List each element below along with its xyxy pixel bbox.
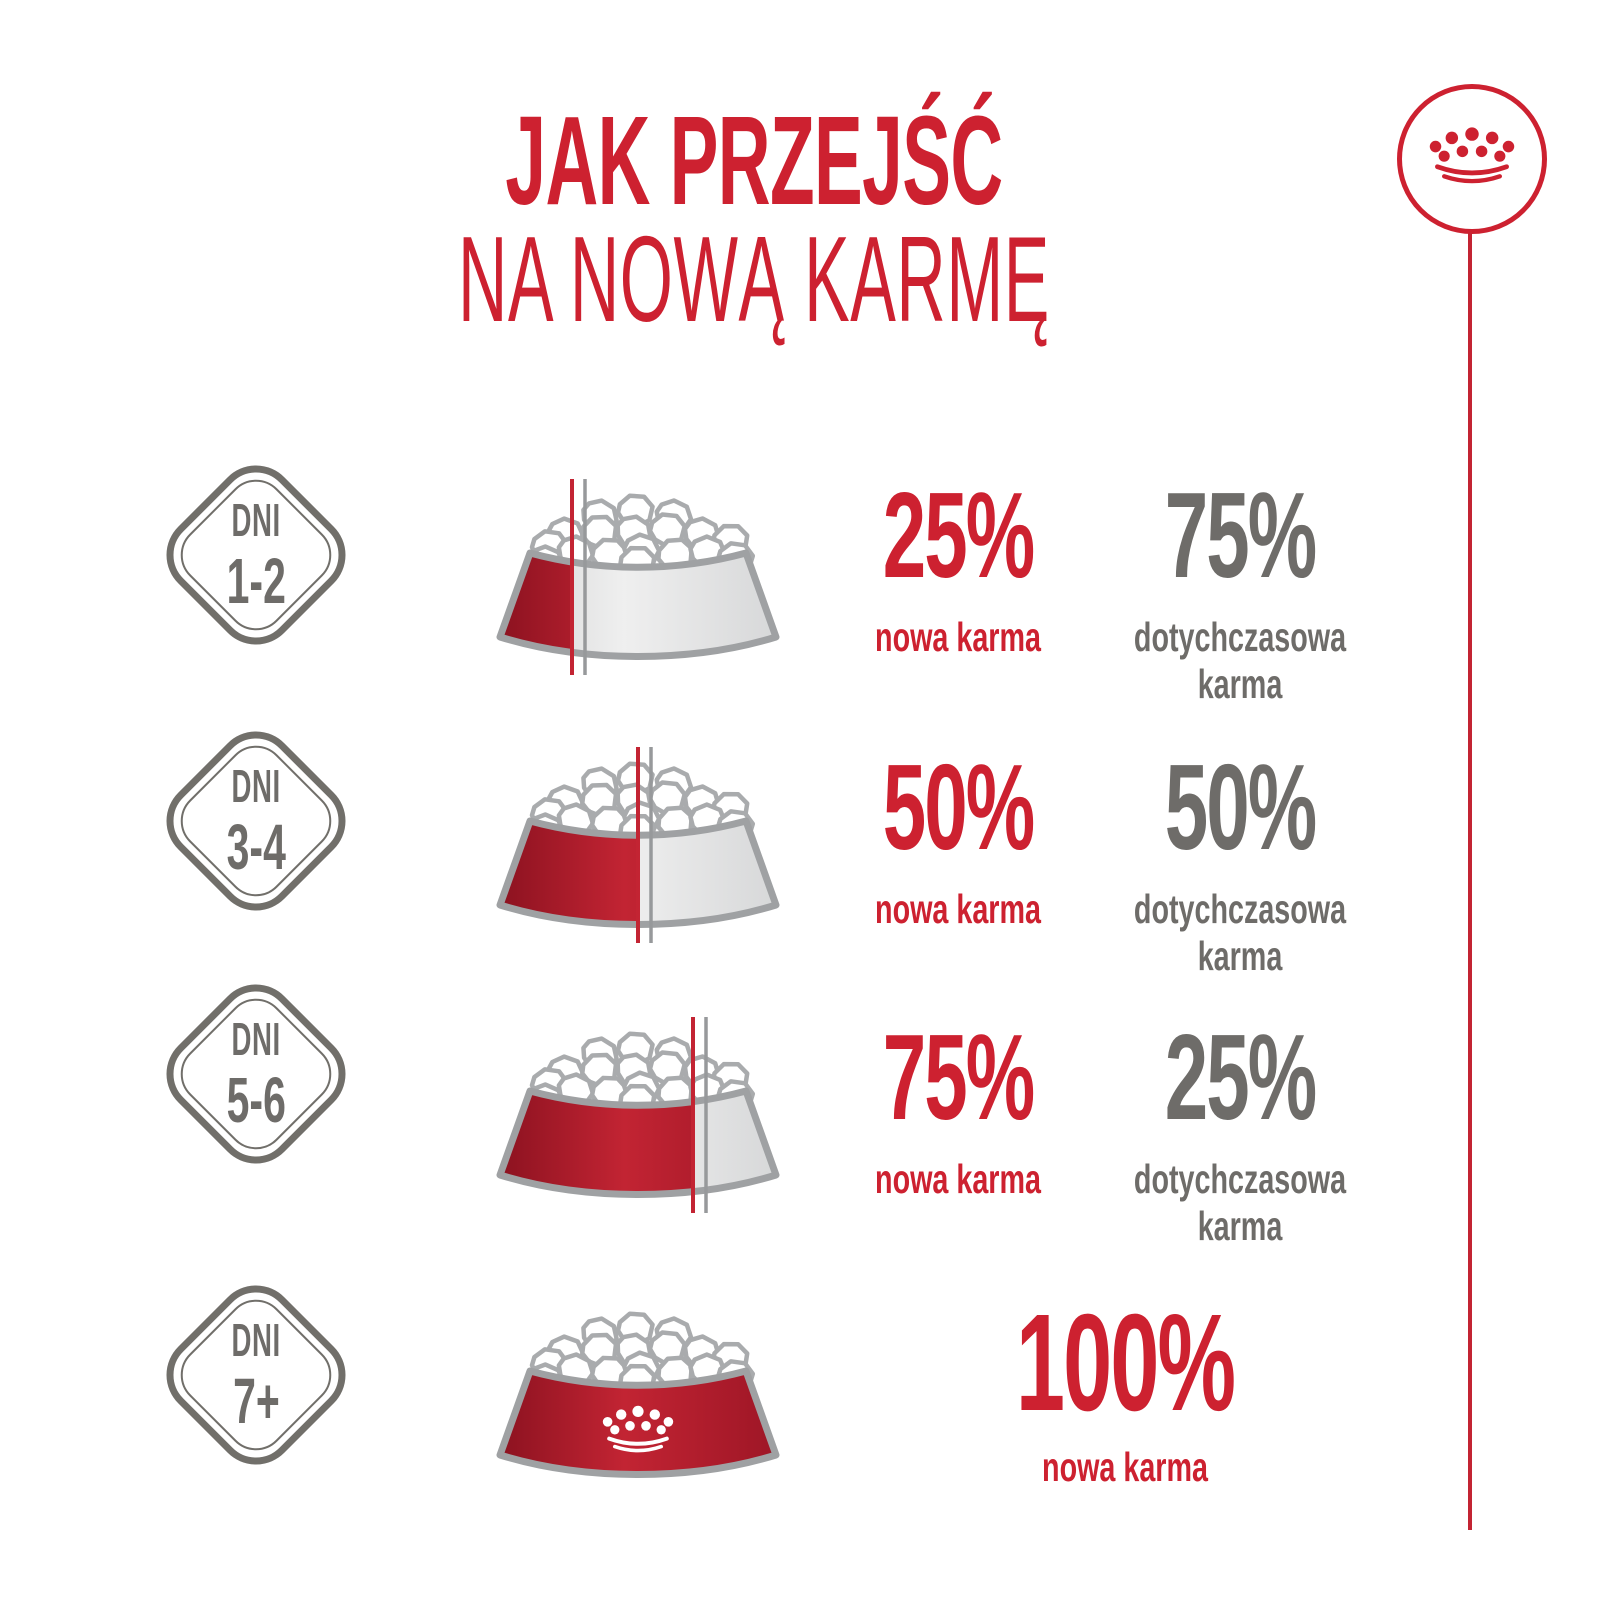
bowl-icon-50-percent [488,747,788,943]
bowl-icon-25-percent [488,479,788,675]
old-food-block: 50% dotychczasowa karma [1080,746,1400,980]
new-food-percentage: 100% [1015,1286,1236,1440]
bowl-icon-100-percent [488,1293,788,1498]
new-food-block: 75% nowa karma [808,1016,1108,1203]
day-badge-range: 5-6 [226,1064,286,1136]
new-food-block: 100% nowa karma [930,1294,1320,1491]
brand-vertical-line [1468,233,1472,1530]
day-badge-range: 7+ [232,1365,280,1437]
new-food-percentage: 25% [882,467,1035,603]
royal-canin-crown-icon [1424,126,1520,194]
brand-logo-circle [1397,84,1547,234]
day-badge-range: 3-4 [226,811,286,883]
new-food-label: nowa karma [1042,1444,1208,1490]
old-food-label: dotychczasowa karma [1133,886,1347,980]
old-food-percentage: 25% [1164,1009,1317,1145]
day-badge-7-plus: DNI 7+ [149,1268,363,1482]
day-badge-label: DNI [231,1314,281,1366]
old-food-percentage: 75% [1164,467,1317,603]
old-food-label: dotychczasowa karma [1133,1156,1347,1250]
day-badge-1-2: DNI 1-2 [149,448,363,662]
day-badge-label: DNI [231,494,281,546]
bowl-icon-75-percent [488,1017,788,1213]
old-food-block: 75% dotychczasowa karma [1080,474,1400,708]
new-food-block: 50% nowa karma [808,746,1108,933]
day-badge-3-4: DNI 3-4 [149,714,363,928]
day-badge-range: 1-2 [226,545,286,617]
page-title-line2: NA NOWĄ KARMĘ [458,211,1050,347]
new-food-percentage: 75% [882,1009,1035,1145]
day-badge-label: DNI [231,1013,281,1065]
new-food-percentage: 50% [882,739,1035,875]
new-food-label: nowa karma [875,614,1041,660]
day-badge-label: DNI [231,760,281,812]
new-food-label: nowa karma [875,886,1041,932]
old-food-label: dotychczasowa karma [1133,614,1347,708]
new-food-block: 25% nowa karma [808,474,1108,661]
new-food-label: nowa karma [875,1156,1041,1202]
old-food-percentage: 50% [1164,739,1317,875]
page-title-line1: JAK PRZEJŚĆ [505,90,1003,231]
old-food-block: 25% dotychczasowa karma [1080,1016,1400,1250]
day-badge-5-6: DNI 5-6 [149,967,363,1181]
